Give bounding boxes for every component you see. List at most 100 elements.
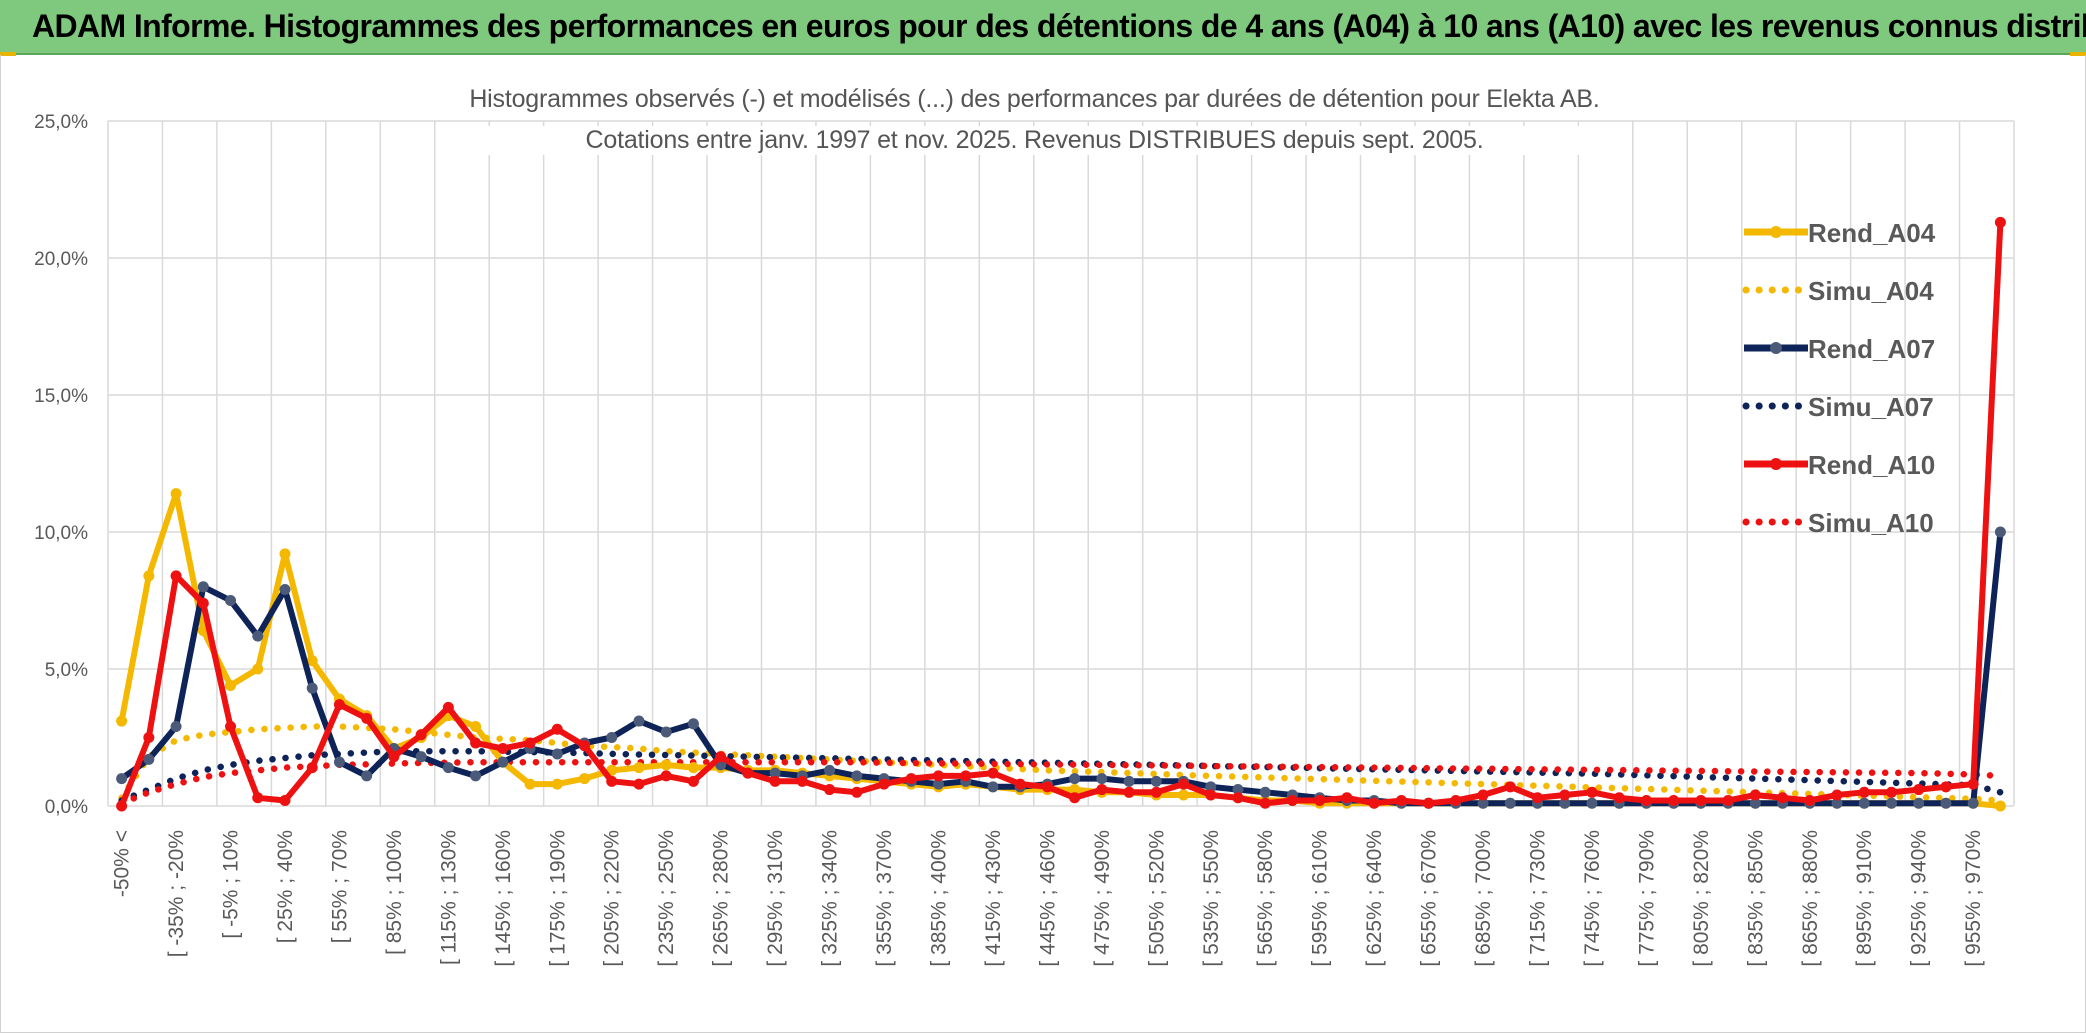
data-point-rend-a10	[1395, 795, 1407, 807]
x-tick-label: [ 745% ; 760%	[1581, 830, 1604, 967]
series-line-rend-a04	[118, 490, 2001, 809]
x-axis-ticks: -50% < [ -35% ; -20% [ -5% ; 10% [ 25% ; 40…	[111, 830, 1986, 967]
data-point-rend-a10	[1940, 781, 1952, 793]
data-point-rend-a07	[1150, 775, 1162, 787]
data-point-rend-a10	[878, 778, 890, 790]
legend-label-simu-a10: Simu_A10	[1808, 508, 1934, 538]
chart-title-line1: Histogrammes observés (-) et modélisés (…	[452, 85, 1617, 114]
x-tick-label: [ 625% ; 640%	[1363, 830, 1386, 967]
data-point-rend-a07	[197, 581, 209, 593]
data-point-rend-a07	[170, 721, 182, 733]
data-point-rend-a07	[116, 773, 128, 785]
data-point-rend-a04	[1994, 800, 2006, 812]
data-point-rend-a10	[306, 762, 318, 774]
data-point-rend-a07	[415, 751, 427, 763]
data-point-rend-a10	[1504, 781, 1516, 793]
data-point-rend-a07	[606, 732, 618, 743]
data-point-rend-a04	[143, 570, 155, 582]
data-point-rend-a07	[1096, 773, 1108, 785]
series-lines	[116, 216, 2006, 812]
data-point-rend-a10	[769, 775, 781, 787]
data-point-rend-a07	[442, 762, 454, 774]
data-point-rend-a10	[1096, 784, 1108, 796]
data-point-rend-a10	[579, 740, 590, 752]
data-point-rend-a10	[1069, 792, 1081, 804]
data-point-rend-a10	[143, 732, 155, 743]
data-point-rend-a07	[1858, 797, 1870, 809]
data-point-rend-a10	[116, 800, 128, 812]
legend-label-rend-a07: Rend_A07	[1808, 334, 1936, 364]
y-axis-ticks: 0,0% 5,0% 10,0% 15,0% 20,0% 25,0%	[34, 112, 88, 818]
data-point-rend-a04	[470, 721, 482, 733]
y-tick-label: 15,0%	[34, 386, 88, 407]
data-point-rend-a10	[1532, 792, 1543, 804]
data-point-rend-a10	[1885, 786, 1897, 798]
data-point-rend-a10	[333, 699, 345, 711]
data-point-rend-a04	[116, 715, 128, 727]
data-point-rend-a04	[225, 679, 237, 691]
data-point-rend-a10	[1831, 789, 1843, 801]
data-point-rend-a10	[1586, 786, 1598, 798]
gridlines	[107, 120, 2015, 807]
data-point-rend-a07	[1069, 773, 1081, 785]
data-point-rend-a10	[1450, 795, 1462, 807]
x-tick-label: [ 865% ; 880%	[1799, 830, 1822, 967]
data-point-rend-a10	[1423, 797, 1435, 809]
data-point-rend-a07	[306, 682, 318, 694]
data-point-rend-a10	[796, 775, 808, 787]
data-point-rend-a04	[1178, 789, 1190, 801]
data-point-rend-a07	[470, 770, 482, 782]
data-point-rend-a07	[551, 748, 563, 760]
x-tick-label: [ 115% ; 130%	[437, 830, 460, 965]
legend-swatch-rend-a04	[1744, 226, 1808, 238]
data-point-rend-a10	[687, 775, 699, 787]
data-point-rend-a10	[1695, 795, 1707, 807]
x-tick-label: [ -35% ; -20%	[165, 830, 188, 957]
data-point-rend-a10	[551, 723, 563, 735]
data-point-rend-a07	[824, 764, 836, 776]
legend-item-simu-a10: Simu_A10	[1730, 502, 1940, 542]
legend-swatch-rend-a07	[1744, 342, 1808, 354]
series-line-rend-a10	[118, 222, 2004, 808]
data-point-rend-a10	[1967, 778, 1979, 790]
data-point-rend-a07	[1831, 797, 1843, 809]
data-point-rend-a10	[415, 729, 427, 741]
data-point-rend-a10	[361, 712, 373, 724]
x-tick-label: [ 955% ; 970%	[1962, 830, 1985, 967]
y-tick-label: 5,0%	[45, 660, 88, 681]
legend-swatch-simu-a07	[1742, 402, 1810, 410]
data-point-rend-a04	[524, 778, 536, 790]
data-point-rend-a10	[1368, 797, 1380, 809]
data-point-rend-a07	[660, 726, 672, 738]
legend-swatch-rend-a10	[1744, 458, 1808, 470]
data-point-rend-a10	[1150, 786, 1162, 798]
data-point-rend-a07	[769, 767, 781, 779]
data-point-rend-a10	[388, 751, 400, 763]
data-point-rend-a10	[1477, 789, 1489, 801]
data-point-rend-a07	[1940, 797, 1952, 809]
legend-swatch-simu-a10	[1742, 518, 1810, 526]
data-point-rend-a07	[333, 756, 345, 768]
data-point-rend-a10	[225, 721, 237, 733]
x-tick-label: [ 145% ; 160%	[492, 830, 515, 967]
data-point-rend-a07	[1586, 797, 1598, 809]
data-point-rend-a10	[1041, 781, 1053, 793]
data-point-rend-a10	[1123, 786, 1135, 798]
x-tick-label: [ 175% ; 190%	[546, 830, 569, 967]
data-point-rend-a10	[1232, 792, 1244, 804]
data-point-rend-a07	[252, 630, 264, 642]
series-line-simu-a10	[118, 758, 2004, 807]
x-tick-label: [ 565% ; 580%	[1254, 830, 1277, 967]
x-tick-label: [ 235% ; 250%	[655, 830, 678, 967]
y-tick-label: 10,0%	[34, 523, 88, 544]
data-point-rend-a10	[497, 742, 509, 754]
data-point-rend-a10	[1314, 795, 1326, 807]
data-point-rend-a10	[1014, 778, 1026, 790]
x-tick-label: [ 595% ; 610%	[1309, 830, 1332, 967]
data-point-rend-a07	[987, 781, 999, 793]
x-tick-label: [ 295% ; 310%	[764, 830, 787, 967]
data-point-rend-a04	[633, 762, 645, 774]
x-tick-label: [ 925% ; 940%	[1908, 830, 1931, 967]
data-point-rend-a10	[197, 597, 209, 609]
